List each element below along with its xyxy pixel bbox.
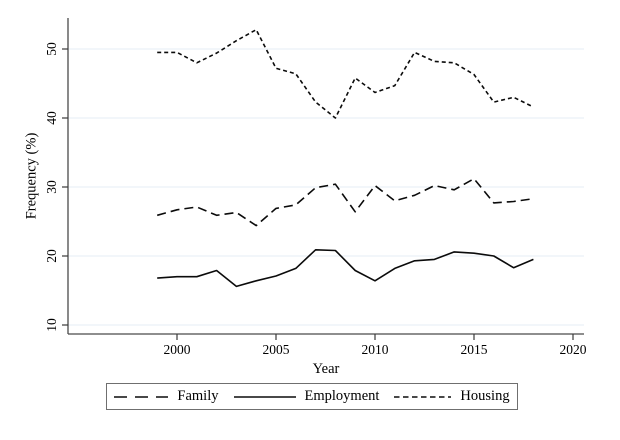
- legend-label-family: Family: [177, 388, 219, 404]
- series-line-family: [156, 177, 534, 227]
- x-tick-label-2005: 2005: [263, 342, 290, 357]
- legend: Family Employment Housing: [106, 383, 518, 410]
- y-axis-title: Frequency (%): [23, 133, 39, 220]
- x-tick-label-2015: 2015: [461, 342, 488, 357]
- housing-line-swatch-icon: [394, 395, 452, 398]
- legend-item-housing: Housing: [394, 388, 510, 405]
- series-line-employment: [157, 249, 534, 288]
- legend-item-family: Family: [114, 388, 219, 405]
- legend-label-employment: Employment: [304, 388, 380, 404]
- y-tick-label-10: 10: [44, 318, 59, 332]
- x-axis-title: Year: [313, 361, 340, 377]
- y-tick-label-20: 20: [44, 249, 59, 263]
- y-tick-label-30: 30: [44, 180, 59, 194]
- x-tick-label-2000: 2000: [164, 342, 191, 357]
- family-line-swatch-icon: [114, 395, 169, 398]
- y-tick-label-40: 40: [44, 111, 59, 125]
- series-line-housing: [157, 28, 534, 119]
- x-tick-label-2020: 2020: [560, 342, 587, 357]
- legend-item-employment: Employment: [233, 388, 380, 405]
- x-tick-label-2010: 2010: [362, 342, 389, 357]
- y-tick-label-50: 50: [44, 42, 59, 56]
- legend-label-housing: Housing: [460, 388, 510, 404]
- employment-line-swatch-icon: [233, 395, 296, 398]
